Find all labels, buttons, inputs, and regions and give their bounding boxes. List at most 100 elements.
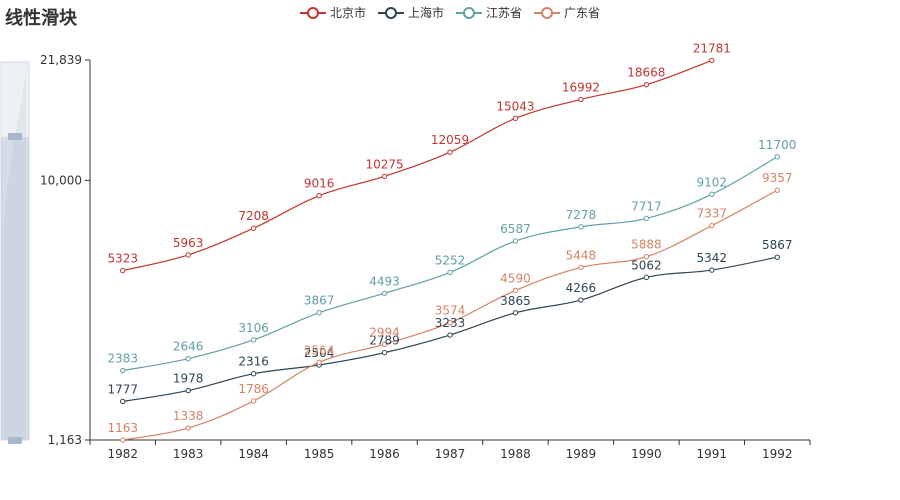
data-point[interactable]: [578, 297, 584, 303]
data-label: 3867: [304, 294, 335, 308]
data-point[interactable]: [120, 437, 126, 443]
x-tick-label: 1990: [631, 447, 662, 461]
data-point[interactable]: [447, 319, 453, 326]
data-point[interactable]: [709, 222, 715, 229]
x-tick-label: 1987: [435, 447, 466, 461]
data-point[interactable]: [316, 310, 322, 316]
data-point[interactable]: [120, 367, 126, 374]
data-label: 5252: [435, 253, 466, 267]
data-point[interactable]: [643, 82, 650, 88]
data-point[interactable]: [120, 398, 126, 405]
data-point[interactable]: [250, 370, 257, 377]
data-label: 6587: [500, 222, 531, 236]
data-point[interactable]: [643, 254, 650, 260]
data-point[interactable]: [316, 359, 322, 366]
data-point[interactable]: [381, 349, 388, 356]
legend-label: 广东省: [564, 6, 601, 20]
data-label: 16992: [562, 80, 600, 94]
legend-label: 江苏省: [486, 6, 523, 20]
legend-marker-icon: [378, 6, 405, 19]
data-label: 2646: [173, 340, 204, 354]
data-label: 1338: [173, 409, 204, 423]
y-tick-label: 10,000: [40, 173, 82, 187]
slider-handle-bottom[interactable]: [8, 437, 22, 444]
x-tick-label: 1985: [304, 447, 335, 461]
chart-title: 线性滑块: [5, 8, 77, 29]
data-point[interactable]: [512, 238, 519, 244]
data-label: 5888: [631, 238, 662, 252]
data-label: 7278: [566, 208, 597, 222]
data-point[interactable]: [381, 173, 388, 180]
data-label: 5342: [697, 251, 728, 265]
data-point[interactable]: [185, 387, 191, 394]
data-label: 1786: [238, 382, 269, 396]
data-point[interactable]: [185, 356, 191, 362]
x-tick-label: 1982: [107, 447, 138, 461]
datazoom-slider[interactable]: [0, 61, 30, 444]
data-point[interactable]: [774, 254, 780, 260]
data-point[interactable]: [381, 290, 388, 296]
data-label: 3233: [435, 316, 466, 330]
data-label: 7208: [238, 209, 269, 223]
data-label: 5867: [762, 238, 793, 252]
data-point[interactable]: [120, 267, 126, 274]
data-point[interactable]: [643, 274, 650, 281]
slider-handle-top[interactable]: [8, 133, 22, 140]
data-point[interactable]: [643, 215, 650, 222]
data-point[interactable]: [709, 57, 715, 64]
x-tick-label: 1991: [697, 447, 728, 461]
data-point[interactable]: [381, 341, 388, 347]
data-point[interactable]: [185, 252, 191, 258]
data-point[interactable]: [185, 425, 191, 431]
slider-selected-range[interactable]: [1, 137, 29, 440]
data-point[interactable]: [578, 224, 584, 230]
data-point[interactable]: [774, 154, 780, 160]
legend-item-shanghai[interactable]: 上海市: [378, 4, 444, 21]
data-label: 9357: [762, 171, 793, 185]
data-point[interactable]: [447, 332, 453, 338]
data-point[interactable]: [447, 269, 453, 276]
data-label: 1777: [107, 382, 138, 396]
x-tick-label: 1989: [566, 447, 597, 461]
data-label: 2994: [369, 325, 400, 339]
data-label: 1163: [107, 421, 138, 435]
data-label: 2789: [369, 334, 400, 348]
data-point[interactable]: [578, 264, 584, 271]
data-point[interactable]: [578, 96, 584, 103]
data-point[interactable]: [774, 187, 780, 193]
legend-item-beijing[interactable]: 北京市: [300, 4, 366, 21]
data-point[interactable]: [709, 267, 715, 273]
slider-shadow-area: [4, 70, 26, 440]
data-label: 18668: [627, 66, 665, 80]
data-point[interactable]: [512, 287, 519, 294]
data-point[interactable]: [512, 115, 519, 122]
legend-item-guangdong[interactable]: 广东省: [534, 4, 600, 21]
data-label: 9016: [304, 177, 335, 191]
data-label: 21781: [693, 41, 731, 55]
series-line-0: [122, 59, 713, 272]
data-label: 7337: [697, 207, 728, 221]
data-point[interactable]: [250, 337, 257, 343]
data-point[interactable]: [316, 193, 322, 199]
data-label: 2564: [304, 343, 335, 357]
data-label: 4493: [369, 274, 400, 288]
y-tick-label: 1,163: [48, 433, 82, 447]
data-point[interactable]: [709, 191, 715, 198]
data-point[interactable]: [447, 149, 453, 155]
data-label: 4266: [566, 281, 597, 295]
data-label: 5448: [566, 248, 597, 262]
y-tick-label: 21,839: [40, 53, 82, 67]
legend-marker-icon: [456, 6, 483, 19]
data-point[interactable]: [250, 225, 257, 231]
data-point[interactable]: [512, 310, 519, 316]
legend-label: 北京市: [330, 6, 367, 20]
legend-item-jiangsu[interactable]: 江苏省: [456, 4, 522, 21]
legend-marker-icon: [300, 6, 326, 19]
x-tick-label: 1986: [369, 447, 400, 461]
legend: 北京市 上海市 江苏省 广东省: [300, 4, 600, 21]
data-point[interactable]: [250, 398, 257, 404]
x-tick-label: 1984: [238, 447, 269, 461]
data-label: 3865: [500, 294, 531, 308]
data-label: 12059: [431, 133, 469, 147]
